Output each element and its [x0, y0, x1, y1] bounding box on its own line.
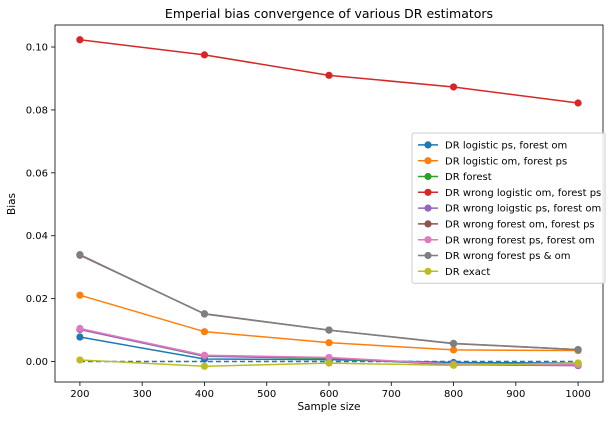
legend-item: DR exact — [418, 267, 490, 278]
x-tick-label: 500 — [257, 389, 276, 400]
x-tick-label: 800 — [444, 389, 463, 400]
legend-item: DR forest — [418, 172, 492, 183]
data-point — [325, 359, 333, 367]
legend-label: DR exact — [445, 267, 490, 278]
legend: DR logistic ps, forest om DR logistic om,… — [411, 132, 606, 284]
data-point — [449, 361, 458, 369]
data-point — [76, 291, 84, 299]
legend-swatch-marker — [424, 251, 432, 260]
y-tick-label: 0.08 — [26, 105, 48, 116]
legend-swatch-marker — [424, 141, 432, 149]
chart-title: Emperial bias convergence of various DR … — [165, 6, 493, 21]
data-point — [76, 356, 84, 364]
legend-swatch-marker — [424, 236, 432, 244]
data-point — [449, 339, 458, 347]
series-9 — [76, 356, 582, 370]
data-point — [200, 351, 209, 359]
legend-swatch-marker — [424, 157, 432, 165]
data-point — [200, 328, 209, 336]
data-point — [76, 333, 84, 341]
legend-label: DR wrong loigstic ps, forest om — [445, 204, 601, 215]
legend-box — [411, 132, 606, 284]
data-point — [574, 346, 582, 354]
data-point — [76, 36, 84, 44]
x-tick-label: 600 — [319, 389, 338, 400]
data-point — [325, 339, 333, 347]
y-tick-label: 0.10 — [26, 43, 48, 54]
data-point — [574, 359, 582, 367]
y-tick-label: 0.00 — [26, 357, 48, 368]
series-2 — [76, 291, 582, 355]
legend-label: DR forest — [445, 172, 492, 183]
data-point — [449, 83, 458, 91]
legend-item: DR wrong logistic om, forest ps — [418, 188, 601, 199]
y-tick-label: 0.04 — [26, 231, 48, 242]
data-point — [200, 310, 209, 318]
x-tick-label: 400 — [195, 389, 214, 400]
data-point — [76, 251, 84, 259]
y-tick-label: 0.06 — [26, 168, 48, 179]
plot-area: 200 300 400 500 600 700 800 900 1000 0.00 0.02 0.04… — [26, 24, 604, 400]
data-point — [76, 324, 84, 333]
legend-swatch-marker — [424, 220, 432, 228]
x-tick-label: 1000 — [565, 389, 590, 400]
x-tick-label: 200 — [70, 389, 89, 400]
legend-item: DR wrong forest ps & om — [418, 251, 570, 262]
legend-label: DR logistic ps, forest om — [445, 141, 567, 152]
legend-label: DR wrong logistic om, forest ps — [445, 188, 601, 199]
data-point — [325, 353, 333, 362]
x-tick-label: 700 — [382, 389, 401, 400]
x-tick-label: 300 — [133, 389, 152, 400]
data-point — [325, 326, 333, 334]
series-8 — [76, 251, 582, 354]
data-point — [200, 51, 209, 59]
legend-label: DR logistic om, forest ps — [445, 156, 567, 167]
y-axis-label: Bias — [6, 193, 18, 215]
legend-item: DR wrong loigstic ps, forest om — [418, 204, 601, 215]
legend-item: DR logistic ps, forest om — [418, 141, 567, 152]
data-point — [449, 346, 458, 354]
legend-swatch-marker — [424, 172, 432, 181]
legend-swatch-marker — [424, 204, 432, 212]
x-tick-label: 900 — [506, 389, 525, 400]
legend-item: DR wrong forest ps, forest om — [418, 235, 595, 246]
legend-swatch-marker — [424, 267, 432, 275]
series-4 — [76, 36, 582, 107]
data-point — [200, 362, 209, 370]
legend-label: DR wrong forest ps, forest om — [445, 235, 595, 246]
legend-label: DR wrong forest om, forest ps — [445, 220, 595, 231]
legend-label: DR wrong forest ps & om — [445, 251, 570, 262]
legend-item: DR logistic om, forest ps — [418, 156, 567, 167]
legend-swatch-marker — [424, 188, 432, 196]
y-tick-label: 0.02 — [26, 294, 48, 305]
series-line — [79, 39, 579, 104]
data-point — [325, 71, 333, 79]
x-axis-label: Sample size — [297, 401, 360, 413]
data-point — [574, 99, 582, 107]
legend-item: DR wrong forest om, forest ps — [418, 220, 595, 231]
